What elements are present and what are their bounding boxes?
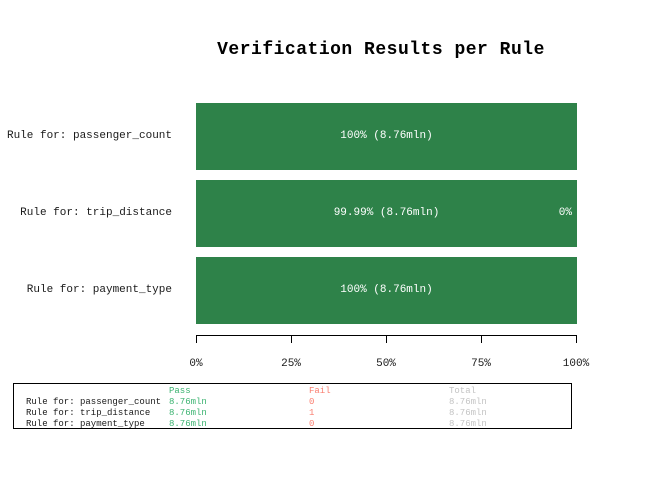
cell-rule-label: Rule for: trip_distance [26, 408, 151, 418]
chart-title: Verification Results per Rule [217, 40, 545, 60]
x-axis-tick [481, 335, 482, 343]
summary-table-header-row: Pass Fail Total [14, 386, 571, 397]
cell-total: 8.76mln [449, 408, 487, 418]
cell-fail: 0 [309, 397, 315, 407]
col-header-pass: Pass [169, 386, 191, 396]
bar-row-passenger-count: Rule for: passenger_count 100% (8.76mln) [0, 103, 672, 170]
col-header-total: Total [449, 386, 477, 396]
x-axis-tick [291, 335, 292, 343]
cell-pass: 8.76mln [169, 419, 207, 429]
bar-value-label: 100% (8.76mln) [340, 130, 433, 142]
cell-fail: 0 [309, 419, 315, 429]
cell-pass: 8.76mln [169, 408, 207, 418]
cell-pass: 8.76mln [169, 397, 207, 407]
fail-value-label: 0% [558, 207, 572, 219]
x-axis-tick-label: 100% [562, 358, 590, 370]
pass-bar: 100% (8.76mln) [196, 103, 577, 170]
cell-rule-label: Rule for: passenger_count [26, 397, 162, 407]
cell-fail: 1 [309, 408, 315, 418]
x-axis-tick-label: 75% [471, 358, 491, 370]
x-axis-tick [386, 335, 387, 343]
cell-total: 8.76mln [449, 397, 487, 407]
x-axis-tick [196, 335, 197, 343]
col-header-fail: Fail [309, 386, 331, 396]
x-axis-tick [576, 335, 577, 343]
table-row: Rule for: payment_type 8.76mln 0 8.76mln [14, 419, 571, 430]
bar-value-label: 99.99% (8.76mln) [333, 207, 440, 219]
cell-rule-label: Rule for: payment_type [26, 419, 145, 429]
pass-bar: 99.99% (8.76mln) 0% [196, 180, 577, 247]
x-axis-tick-label: 50% [376, 358, 396, 370]
bar-row-trip-distance: Rule for: trip_distance 99.99% (8.76mln)… [0, 180, 672, 247]
table-row: Rule for: passenger_count 8.76mln 0 8.76… [14, 397, 571, 408]
y-axis-label: Rule for: passenger_count [6, 130, 172, 142]
x-axis-tick-label: 0% [189, 358, 203, 370]
cell-total: 8.76mln [449, 419, 487, 429]
table-row: Rule for: trip_distance 8.76mln 1 8.76ml… [14, 408, 571, 419]
bar-value-label: 100% (8.76mln) [340, 284, 433, 296]
pass-bar: 100% (8.76mln) [196, 257, 577, 324]
y-axis-label: Rule for: payment_type [26, 284, 172, 296]
bar-row-payment-type: Rule for: payment_type 100% (8.76mln) [0, 257, 672, 324]
y-axis-label: Rule for: trip_distance [20, 207, 172, 219]
x-axis-tick-label: 25% [281, 358, 301, 370]
summary-table: Pass Fail Total Rule for: passenger_coun… [13, 383, 572, 429]
